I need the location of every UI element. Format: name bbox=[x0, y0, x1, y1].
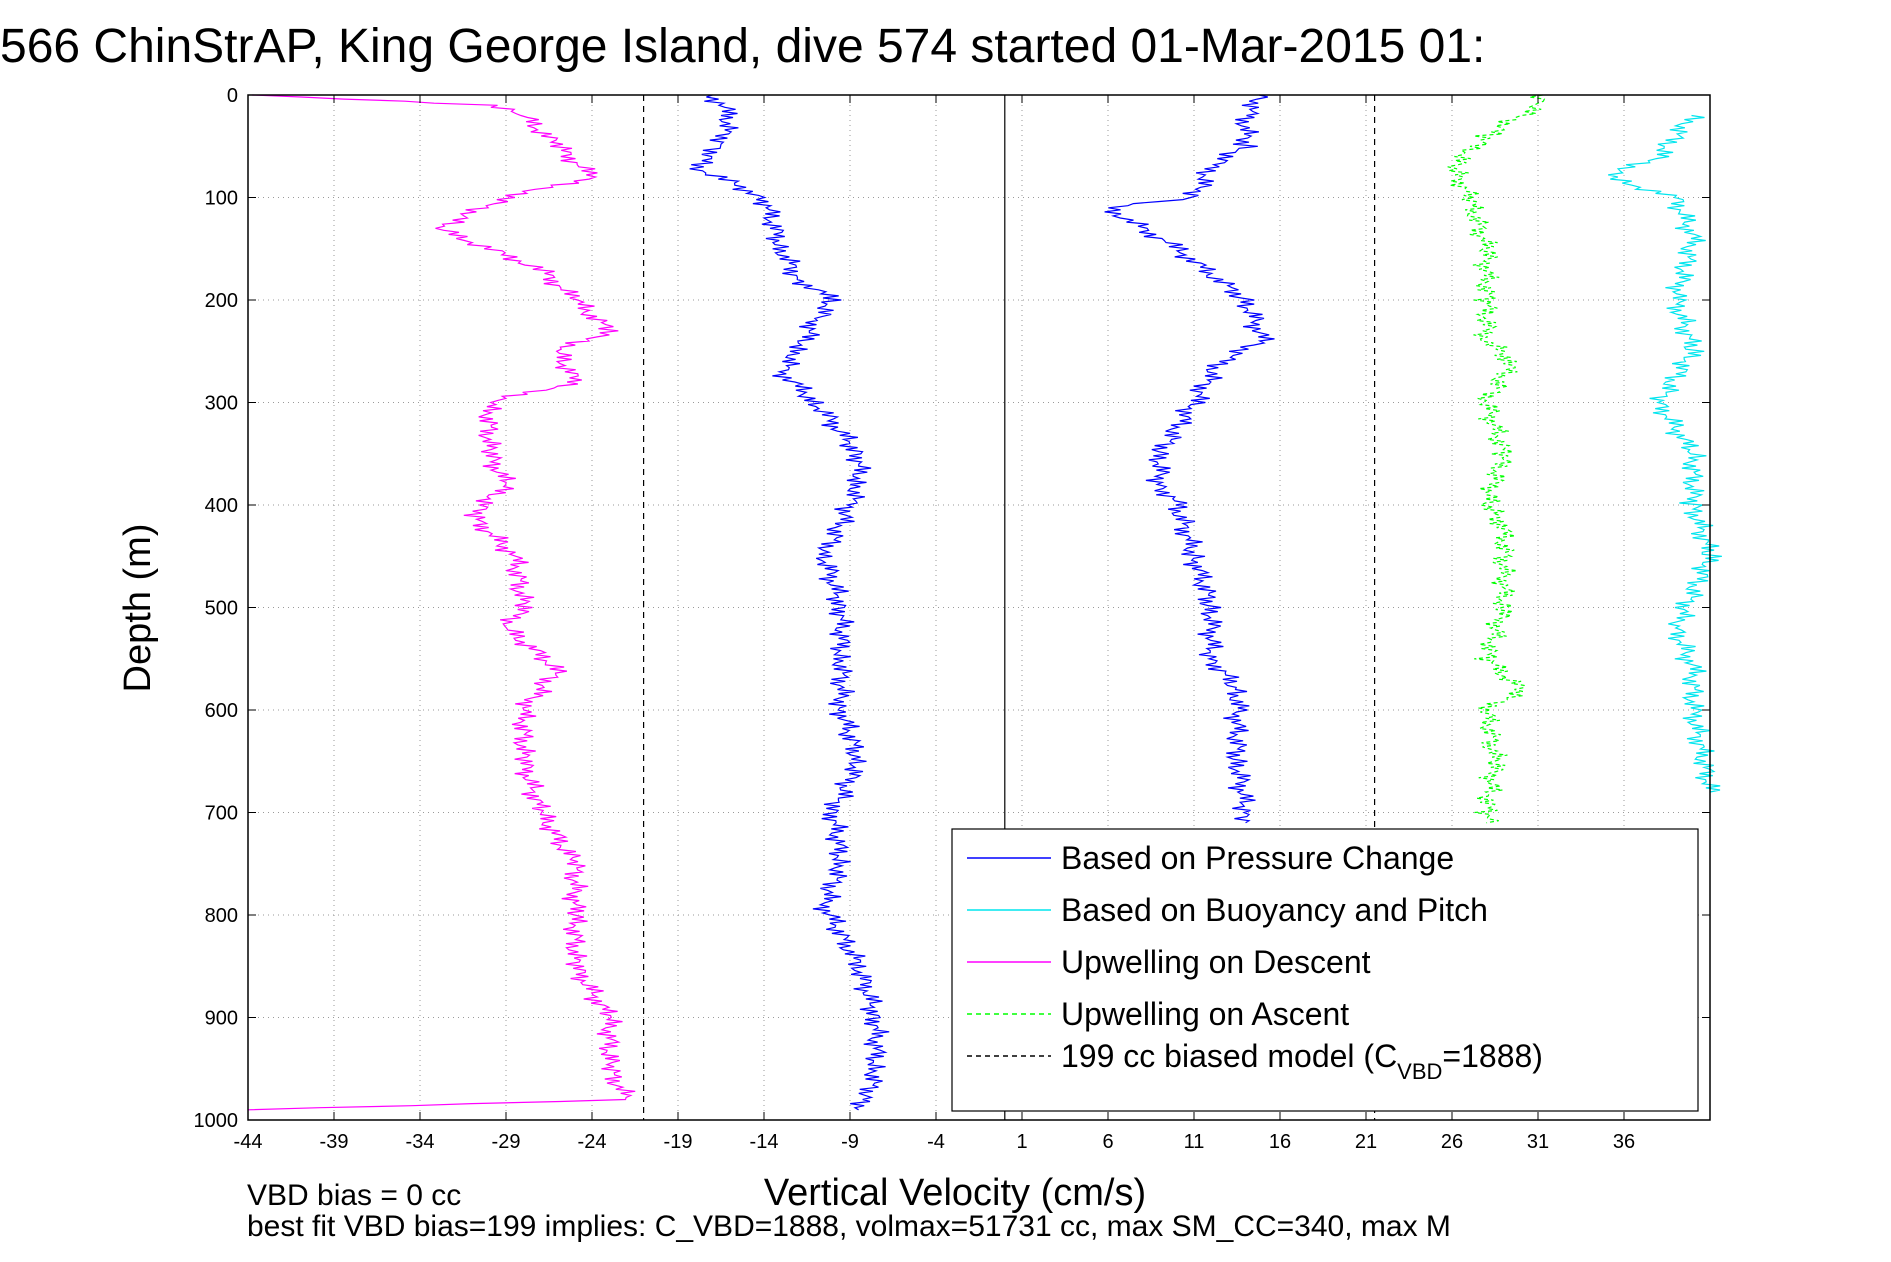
x-tick-label: -19 bbox=[664, 1131, 693, 1153]
series-line-based-on-pressure-change bbox=[1104, 94, 1275, 824]
x-tick-label: 21 bbox=[1355, 1131, 1377, 1153]
legend-label-tail: =1888) bbox=[1442, 1038, 1543, 1074]
x-axis-ticks: -44 -39 -34 -29 -24 -19 -14 -9 -4 1 6 11 16 21 26 31 36 bbox=[234, 95, 1635, 1153]
x-tick-label: -39 bbox=[320, 1131, 349, 1153]
legend: Based on Pressure Change Based on Buoyanc… bbox=[951, 828, 1699, 1112]
legend-label: Upwelling on Descent bbox=[1061, 944, 1371, 980]
x-tick-label: 11 bbox=[1184, 1131, 1205, 1153]
y-tick-label: 800 bbox=[205, 905, 238, 927]
legend-label: Based on Pressure Change bbox=[1061, 840, 1454, 876]
y-axis-title: Depth (m) bbox=[117, 524, 159, 693]
x-tick-label: -24 bbox=[578, 1131, 607, 1153]
y-tick-label: 600 bbox=[205, 700, 238, 722]
legend-box bbox=[951, 828, 1699, 1112]
y-tick-label: 100 bbox=[205, 188, 238, 210]
series-line-based-on-buoyancy-and-pitch bbox=[1608, 114, 1722, 793]
x-tick-label: -9 bbox=[841, 1131, 859, 1153]
y-axis-ticks: 0 100 200 300 400 500 600 700 800 900 1000 bbox=[194, 85, 1710, 1132]
y-tick-label: 700 bbox=[205, 803, 238, 825]
x-tick-label: -14 bbox=[750, 1131, 779, 1153]
x-tick-label: -4 bbox=[927, 1131, 945, 1153]
series-group bbox=[247, 94, 1722, 1111]
y-tick-label: 200 bbox=[205, 290, 238, 312]
y-tick-label: 500 bbox=[205, 598, 238, 620]
x-tick-label: 1 bbox=[1016, 1131, 1027, 1153]
x-tick-label: -29 bbox=[492, 1131, 521, 1153]
y-tick-label: 0 bbox=[227, 85, 238, 107]
y-tick-label: 400 bbox=[205, 495, 238, 517]
series-line-upwelling-on-descent bbox=[247, 94, 636, 1111]
series-line-based-on-pressure-change bbox=[689, 94, 890, 1111]
x-tick-label: 31 bbox=[1527, 1131, 1549, 1153]
x-axis-title: Vertical Velocity (cm/s) bbox=[764, 1172, 1146, 1214]
legend-label: Upwelling on Ascent bbox=[1061, 996, 1349, 1032]
x-tick-label: 6 bbox=[1102, 1131, 1113, 1153]
y-tick-label: 300 bbox=[205, 393, 238, 415]
x-tick-label: -34 bbox=[406, 1131, 435, 1153]
x-tick-label: 26 bbox=[1441, 1131, 1463, 1153]
y-tick-label: 1000 bbox=[194, 1110, 239, 1132]
legend-label-subscript: VBD bbox=[1397, 1059, 1442, 1084]
y-tick-label: 900 bbox=[205, 1008, 238, 1030]
footer-best-fit: best fit VBD bias=199 implies: C_VBD=188… bbox=[247, 1210, 1451, 1243]
footer-vbd-bias: VBD bias = 0 cc bbox=[247, 1179, 461, 1212]
legend-label: Based on Buoyancy and Pitch bbox=[1061, 892, 1488, 928]
x-tick-label: 36 bbox=[1613, 1131, 1635, 1153]
x-tick-label: -44 bbox=[234, 1131, 263, 1153]
x-tick-label: 16 bbox=[1269, 1131, 1291, 1153]
chart-title: 566 ChinStrAP, King George Island, dive … bbox=[0, 20, 1485, 73]
series-line-upwelling-on-ascent bbox=[1447, 94, 1546, 824]
